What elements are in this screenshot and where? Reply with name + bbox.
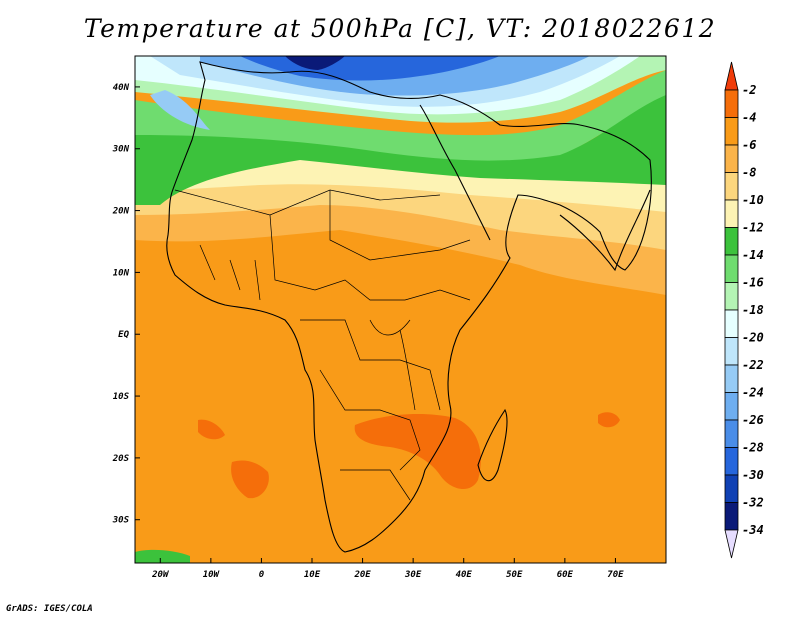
warm-spot-southern-africa	[354, 414, 481, 490]
lon-tick-label: 50E	[506, 570, 523, 580]
lon-tick-label: 20W	[151, 570, 170, 580]
colorbar-swatch	[724, 282, 739, 311]
map-frame	[134, 55, 667, 564]
colorbar-label: -16	[742, 276, 764, 290]
band-green	[135, 85, 666, 205]
colorbar-bottom-arrow	[724, 529, 739, 559]
colorbar-label: -6	[742, 138, 756, 152]
lon-tick-label: 60E	[557, 570, 574, 580]
longitude-axis: 20W 10W 0 10E 20E 30E 40E 50E 60E 70E	[151, 558, 624, 580]
warm-spot-west	[198, 419, 225, 440]
lat-tick-label: 30N	[112, 145, 130, 155]
warm-spot-atlantic	[231, 460, 269, 499]
band-green-sw	[135, 549, 190, 563]
colorbar-label: -26	[742, 413, 764, 427]
blob-nw-blue	[150, 90, 210, 130]
latitude-axis: 40N 30N 20N 10N EQ 10S 20S 30S	[112, 83, 140, 526]
colorbar-swatch	[724, 502, 739, 531]
colorbar-label: -18	[742, 303, 764, 317]
colorbar-swatch	[724, 117, 739, 146]
colorbar-swatch	[724, 474, 739, 503]
colorbar-label: -14	[742, 248, 764, 262]
colorbar-label: -2	[742, 83, 756, 97]
colorbar-label: -32	[742, 496, 764, 510]
colorbar-swatch	[724, 419, 739, 448]
coastlines	[166, 61, 652, 553]
colorbar-label: -30	[742, 468, 764, 482]
colorbar-label: -28	[742, 441, 764, 455]
grads-credit: GrADS: IGES/COLA	[6, 604, 93, 614]
lat-tick-label: 20S	[112, 454, 130, 464]
colorbar-top-arrow	[724, 61, 739, 91]
colorbar-swatch	[724, 309, 739, 338]
colorbar-label: -24	[742, 386, 764, 400]
temperature-field	[135, 56, 666, 563]
lat-tick-label: 20N	[112, 207, 130, 217]
lon-tick-label: 10E	[304, 570, 321, 580]
colorbar-swatch	[724, 227, 739, 256]
lon-tick-label: 70E	[607, 570, 624, 580]
map-title: Temperature at 500hPa [C], VT: 201802261…	[83, 14, 717, 43]
lat-tick-label: 10N	[113, 268, 130, 278]
warm-spot-east	[598, 412, 620, 428]
colorbar-swatch	[724, 144, 739, 173]
lon-tick-label: 0	[259, 570, 265, 580]
colorbar-label: -10	[742, 193, 764, 207]
colorbar-swatch	[724, 364, 739, 393]
lon-tick-label: 10W	[203, 570, 221, 580]
colorbar: -2 -4 -6 -8 -10 -12 -14 -16 -18 -20 -22 -24 -26 -28 -3…	[724, 61, 764, 559]
lat-tick-label: 10S	[113, 392, 130, 402]
colorbar-label: -12	[742, 221, 764, 235]
colorbar-swatch	[724, 392, 739, 421]
colorbar-label: -22	[742, 358, 764, 372]
colorbar-swatch	[724, 254, 739, 283]
colorbar-label: -20	[742, 331, 764, 345]
spot-extreme-cold	[285, 56, 345, 70]
colorbar-swatch	[724, 337, 739, 366]
colorbar-label: -4	[742, 111, 756, 125]
colorbar-label: -34	[742, 523, 764, 537]
colorbar-swatch	[724, 199, 739, 228]
lon-tick-label: 40E	[456, 570, 473, 580]
lon-tick-label: 30E	[404, 570, 422, 580]
colorbar-swatch	[724, 172, 739, 201]
lon-tick-label: 20E	[353, 570, 371, 580]
lat-tick-label: EQ	[118, 330, 129, 340]
colorbar-swatch	[724, 447, 739, 476]
lat-tick-label: 40N	[113, 83, 130, 93]
band-light-green	[135, 70, 666, 161]
lat-tick-label: 30S	[112, 516, 130, 526]
colorbar-swatch	[724, 89, 739, 118]
borders	[174, 189, 471, 501]
colorbar-label: -8	[742, 166, 756, 180]
